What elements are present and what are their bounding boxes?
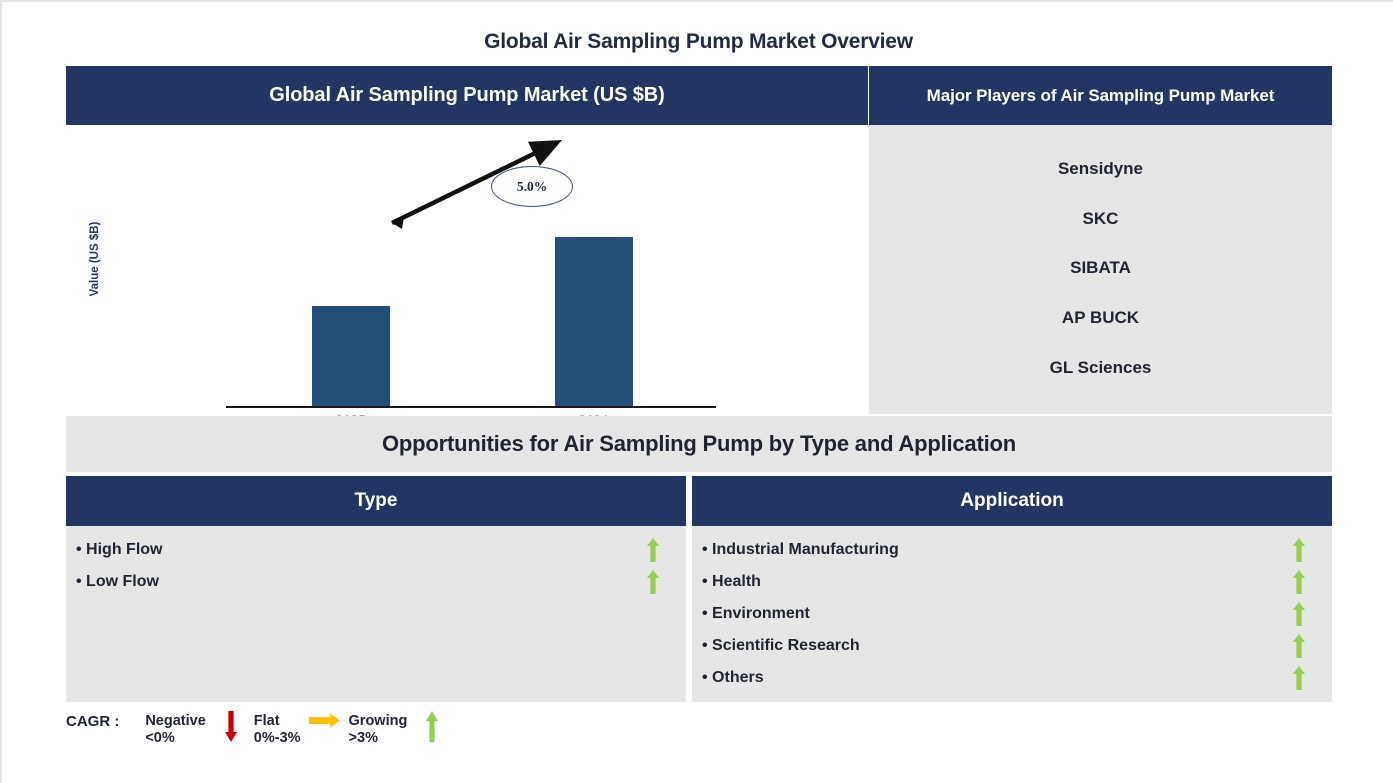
list-item: Sensidyne [1057,158,1144,178]
y-axis-label: Value (US $B) [89,221,101,297]
application-item-label: • Scientific Research [702,637,860,654]
up-arrow-icon [1288,634,1310,658]
bar-chart: Value (US $B) 2025 2031 5.0% Source : Lu… [66,125,868,467]
list-item: SIBATA [1070,258,1131,278]
legend-flat-range: 0%-3% [253,730,301,747]
bar-2025 [312,306,390,406]
list-item: • Industrial Manufacturing [692,534,1332,566]
application-item-label: • Environment [702,605,810,622]
legend-growing-label: Growing [348,713,408,729]
up-arrow-icon [1288,602,1310,626]
application-column-header: Application [692,476,1332,526]
list-item: SKC [1082,208,1119,228]
type-column-header: Type [66,476,686,526]
application-item-label: • Industrial Manufacturing [702,541,899,558]
chart-panel-header: Global Air Sampling Pump Market (US $B) [66,66,868,125]
type-column-body: • High Flow • Low Flow [66,526,686,702]
application-column-body: • Industrial Manufacturing • Health • En… [692,526,1332,702]
major-players-panel: Major Players of Air Sampling Pump Marke… [869,66,1332,414]
cagr-legend: CAGR : Negative <0% Flat 0%-3% Growing >… [66,708,766,768]
list-item: AP BUCK [1061,308,1140,328]
legend-flat-text: Flat 0%-3% [254,708,301,747]
up-arrow-icon [1288,538,1310,562]
down-arrow-icon [214,708,248,743]
legend-growing-range: >3% [348,730,378,747]
cagr-legend-title: CAGR : [66,713,120,730]
players-panel-header: Major Players of Air Sampling Pump Marke… [869,66,1332,125]
list-item: • High Flow [66,534,686,566]
type-column: Type • High Flow • Low Flow [66,476,686,702]
players-list: Sensidyne SKC SIBATA AP BUCK GL Sciences [869,125,1332,414]
right-arrow-icon [308,708,343,731]
list-item: • Scientific Research [692,630,1332,662]
legend-item-negative: Negative <0% [145,708,247,747]
type-item-label: • High Flow [76,541,163,558]
legend-growing-text: Growing >3% [349,708,408,747]
legend-negative-range: <0% [145,730,175,747]
type-item-label: • Low Flow [76,573,159,590]
application-item-label: • Health [702,573,761,590]
growth-arrow-icon [391,140,563,229]
legend-negative-text: Negative <0% [145,708,205,747]
up-arrow-icon [1288,570,1310,594]
up-arrow-icon [642,538,664,562]
list-item: • Health [692,566,1332,598]
list-item: • Low Flow [66,566,686,598]
bar-2031 [555,237,633,406]
legend-flat-label: Flat [253,713,280,729]
list-item: GL Sciences [1049,358,1152,378]
application-column: Application • Industrial Manufacturing •… [692,476,1332,702]
list-item: • Environment [692,598,1332,630]
opportunities-banner: Opportunities for Air Sampling Pump by T… [66,416,1332,472]
market-chart-panel: Global Air Sampling Pump Market (US $B) … [66,66,868,467]
x-axis-line [226,406,716,408]
up-arrow-icon [642,570,664,594]
legend-item-growing: Growing >3% [349,708,450,747]
list-item: • Others [692,662,1332,694]
page-title: Global Air Sampling Pump Market Overview [484,30,913,53]
application-item-label: • Others [702,669,764,686]
up-arrow-icon [1288,666,1310,690]
up-arrow-icon [415,708,449,743]
cagr-callout: 5.0% [491,166,573,207]
legend-negative-label: Negative [145,713,206,729]
legend-item-flat: Flat 0%-3% [254,708,343,747]
